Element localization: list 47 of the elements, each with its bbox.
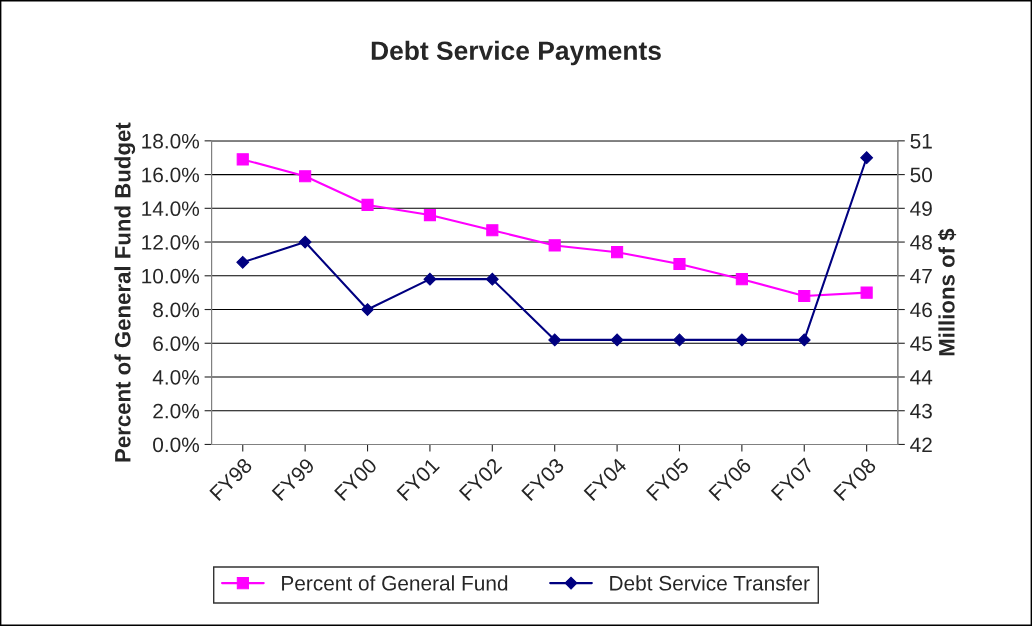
point — [860, 151, 874, 165]
point — [673, 333, 686, 347]
point — [735, 273, 748, 286]
y-tick-label: 12.0% — [142, 235, 200, 250]
point — [298, 235, 312, 249]
y2-tick-label: 46 — [910, 302, 932, 318]
y2-tick-label: 51 — [910, 134, 932, 149]
y-axis-title: Percent of General Fund Budget — [114, 122, 136, 462]
legend-label: Debt Service Transfer — [610, 575, 810, 591]
point — [485, 272, 499, 286]
point — [486, 224, 499, 237]
y2-tick-label: 47 — [910, 269, 932, 284]
chart-title: Debt Service Payments — [371, 40, 661, 66]
y-tick-label: 10.0% — [142, 268, 200, 284]
y2-tick-label: 49 — [910, 201, 932, 217]
point — [236, 255, 250, 269]
y-tick-label: 4.0% — [152, 369, 200, 385]
y2-axis-title: Millions of $ — [937, 228, 957, 356]
point — [361, 198, 374, 212]
point — [860, 286, 873, 299]
legend-label: Percent of General Fund — [282, 575, 508, 591]
point — [548, 239, 561, 252]
point — [735, 333, 749, 347]
y-tick-label: 14.0% — [142, 201, 200, 217]
point — [236, 153, 249, 166]
y2-tick-label: 42 — [910, 437, 932, 453]
point — [797, 333, 811, 347]
point — [299, 170, 312, 183]
point — [423, 272, 437, 286]
y2-tick-label: 43 — [910, 403, 932, 419]
y2-tick-label: 48 — [910, 235, 932, 250]
y2-tick-label: 45 — [910, 336, 932, 352]
point — [610, 333, 624, 347]
point — [548, 333, 562, 347]
point — [361, 303, 374, 316]
point — [611, 246, 624, 259]
y-tick-label: 6.0% — [153, 336, 200, 352]
y2-tick-label: 50 — [910, 167, 932, 183]
y-tick-label: 18.0% — [142, 133, 200, 149]
point — [423, 208, 436, 222]
y-tick-label: 16.0% — [142, 167, 200, 183]
point — [798, 289, 811, 303]
y-tick-label: 8.0% — [153, 302, 200, 318]
point — [673, 257, 686, 271]
y2-tick-label: 44 — [910, 370, 933, 385]
y-tick-label: 0.0% — [153, 437, 200, 453]
y-tick-label: 2.0% — [153, 403, 200, 419]
